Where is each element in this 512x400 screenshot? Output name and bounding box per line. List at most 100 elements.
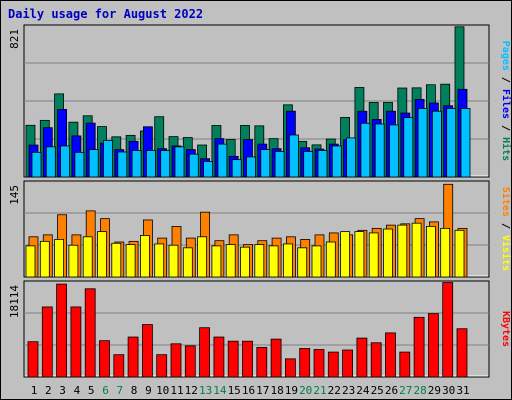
bar-kbytes-day-8 xyxy=(127,336,139,378)
x-tick-label-9: 9 xyxy=(145,384,152,397)
bar-visits-day-19 xyxy=(282,243,293,278)
bar-kbytes-day-10 xyxy=(156,354,168,378)
bar-kbytes-day-2 xyxy=(41,306,53,378)
bar-pages-day-13 xyxy=(203,161,214,178)
x-tick-label-29: 29 xyxy=(428,384,441,397)
bar-kbytes-day-29 xyxy=(427,313,439,378)
bar-visits-day-14 xyxy=(211,245,222,278)
bar-pages-day-8 xyxy=(131,150,142,178)
bar-visits-day-28 xyxy=(411,222,422,278)
legend-entry-kbytes: KBytes xyxy=(500,311,511,347)
bar-visits-day-8 xyxy=(125,244,136,278)
bar-pages-day-20 xyxy=(303,151,314,178)
bar-visits-day-10 xyxy=(154,243,165,278)
x-tick-label-14: 14 xyxy=(213,384,227,397)
bar-visits-day-16 xyxy=(240,246,250,278)
bar-kbytes-day-13 xyxy=(199,327,211,378)
x-tick-label-15: 15 xyxy=(228,384,241,397)
bar-kbytes-day-12 xyxy=(184,345,196,378)
bar-visits-day-2 xyxy=(39,240,50,278)
x-tick-label-21: 21 xyxy=(313,384,326,397)
bar-visits-day-30 xyxy=(440,227,451,278)
x-tick-label-18: 18 xyxy=(270,384,283,397)
x-tick-label-5: 5 xyxy=(88,384,95,397)
bar-pages-day-22 xyxy=(331,145,342,178)
bar-kbytes-day-21 xyxy=(313,349,325,378)
bar-pages-day-23 xyxy=(346,137,357,178)
bar-pages-day-12 xyxy=(188,153,199,178)
bar-pages-day-18 xyxy=(274,151,285,178)
x-tick-label-28: 28 xyxy=(413,384,426,397)
bar-kbytes-day-25 xyxy=(370,342,382,378)
bar-visits-day-17 xyxy=(254,244,265,278)
bar-visits-day-4 xyxy=(68,244,79,278)
bar-kbytes-day-20 xyxy=(299,348,311,378)
x-tick-label-7: 7 xyxy=(116,384,123,397)
bar-visits-day-31 xyxy=(454,229,465,278)
bar-pages-day-28 xyxy=(417,108,428,178)
bar-visits-day-20 xyxy=(297,247,308,278)
bar-visits-day-21 xyxy=(311,245,322,278)
chart-title: Daily usage for August 2022 xyxy=(8,7,204,21)
bar-kbytes-day-23 xyxy=(342,349,354,378)
bar-kbytes-day-18 xyxy=(270,338,282,378)
bar-pages-day-21 xyxy=(317,150,328,178)
bar-kbytes-day-7 xyxy=(113,354,125,378)
bar-visits-day-13 xyxy=(197,236,208,278)
bar-visits-day-29 xyxy=(425,226,436,278)
bar-visits-day-23 xyxy=(340,231,351,278)
bar-pages-day-19 xyxy=(288,134,299,178)
bar-visits-day-6 xyxy=(97,231,107,278)
legend-separator: / xyxy=(500,217,511,235)
x-tick-label-6: 6 xyxy=(102,384,109,397)
bar-pages-day-31 xyxy=(460,108,471,178)
x-tick-label-22: 22 xyxy=(328,384,341,397)
bar-kbytes-day-22 xyxy=(327,351,339,378)
x-tick-label-2: 2 xyxy=(45,384,52,397)
x-tick-label-20: 20 xyxy=(299,384,312,397)
legend-entry-visits: Visits xyxy=(500,235,512,271)
bar-pages-day-29 xyxy=(431,110,442,178)
bar-pages-day-17 xyxy=(260,149,271,178)
x-tick-label-25: 25 xyxy=(371,384,384,397)
x-tick-label-3: 3 xyxy=(59,384,66,397)
y-max-label: 18114 xyxy=(8,285,21,318)
bar-pages-day-4 xyxy=(74,151,85,178)
bar-visits-day-12 xyxy=(182,247,193,278)
x-tick-label-24: 24 xyxy=(356,384,370,397)
bar-visits-day-22 xyxy=(325,241,336,278)
legend-top: Pages / Files / Hits xyxy=(500,41,512,161)
bar-visits-day-26 xyxy=(383,228,393,278)
x-tick-label-16: 16 xyxy=(242,384,255,397)
bar-kbytes-day-14 xyxy=(213,336,225,378)
bar-kbytes-day-3 xyxy=(56,283,67,378)
bar-pages-day-30 xyxy=(446,108,457,178)
bar-visits-day-7 xyxy=(111,242,122,278)
bar-kbytes-day-24 xyxy=(356,337,368,378)
x-tick-label-10: 10 xyxy=(156,384,169,397)
bar-visits-day-1 xyxy=(25,245,36,278)
bar-pages-day-24 xyxy=(360,122,371,178)
bar-kbytes-day-1 xyxy=(27,341,39,378)
bar-pages-day-16 xyxy=(246,156,256,178)
legend-bottom: KBytes xyxy=(500,311,511,347)
bar-pages-day-6 xyxy=(103,140,113,178)
bar-pages-day-25 xyxy=(374,123,385,178)
legend-separator: / xyxy=(500,119,511,137)
bar-pages-day-9 xyxy=(145,150,156,178)
x-tick-label-11: 11 xyxy=(170,384,183,397)
bar-pages-day-14 xyxy=(217,143,228,178)
bar-kbytes-day-15 xyxy=(227,340,239,378)
y-max-label: 821 xyxy=(8,29,21,49)
bar-visits-day-3 xyxy=(54,238,64,278)
bar-visits-day-18 xyxy=(268,245,279,278)
legend-separator: / xyxy=(500,71,511,89)
bar-visits-day-9 xyxy=(139,235,150,278)
bar-pages-day-11 xyxy=(174,146,185,178)
x-tick-label-4: 4 xyxy=(74,384,81,397)
legend-entry-hits: Hits xyxy=(500,137,512,161)
bar-pages-day-1 xyxy=(31,151,42,178)
legend-middle: Sites / Visits xyxy=(500,187,512,271)
bar-kbytes-day-6 xyxy=(99,340,110,378)
